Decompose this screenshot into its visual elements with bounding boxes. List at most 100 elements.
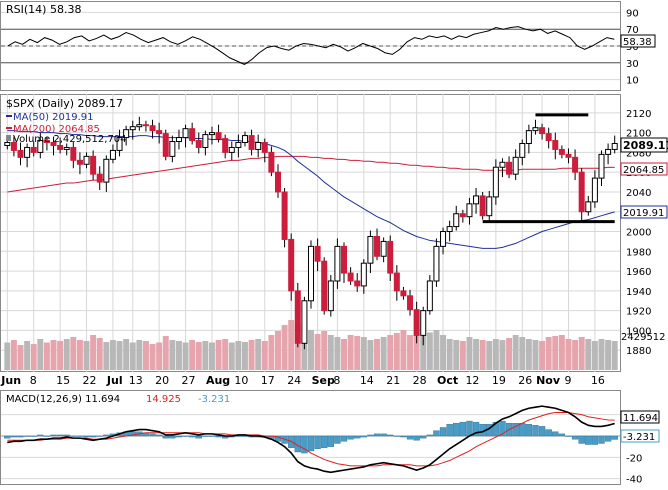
rsi-line <box>7 26 615 66</box>
macd-histogram-bar <box>367 434 374 437</box>
candle-body <box>208 132 215 136</box>
date-axis-label: 24 <box>287 374 301 387</box>
price-tick-label: 1980 <box>626 247 651 258</box>
ma50-value-box <box>620 205 668 219</box>
candle-body <box>499 161 506 168</box>
candle-body <box>525 130 532 144</box>
candle-body <box>83 155 90 165</box>
candle-body <box>552 140 559 150</box>
volume-bar <box>591 341 598 370</box>
volume-bar <box>248 340 255 370</box>
candle-body <box>611 142 618 150</box>
macd-histogram-bar <box>70 435 77 437</box>
candle-body <box>545 133 552 142</box>
candle-body <box>63 146 70 150</box>
candle-body <box>433 245 440 282</box>
date-axis-label: Nov <box>536 374 561 387</box>
candle-body <box>103 158 110 183</box>
macd-histogram-bar <box>426 434 434 437</box>
candle-body <box>400 290 407 297</box>
macd-lines <box>7 405 615 474</box>
ma50-line-group <box>7 130 615 249</box>
volume-bar <box>367 340 374 370</box>
candle-body <box>281 191 288 240</box>
candle-body <box>123 129 130 139</box>
macd-histogram-bar <box>532 425 539 437</box>
close-price-box <box>620 137 668 153</box>
candle-body <box>591 177 598 203</box>
volume-bar <box>57 341 64 370</box>
candle-body <box>407 295 414 311</box>
macd-histogram-bar <box>76 435 84 437</box>
macd-histogram-bar <box>499 420 506 437</box>
macd-histogram-bar <box>472 421 480 437</box>
volume-bar <box>407 335 414 370</box>
volume-bar <box>387 335 394 370</box>
candle-body <box>307 245 315 302</box>
volume-bar <box>605 340 612 370</box>
volume-bar <box>103 342 110 370</box>
candle-body <box>248 135 255 150</box>
price-panel: 2120210020802060204020202000198019601940… <box>0 94 668 484</box>
volume-bar <box>50 340 57 370</box>
candlesticks <box>4 116 618 350</box>
candle-body <box>96 173 103 183</box>
volume-bar <box>228 342 235 370</box>
candle-body <box>30 146 37 153</box>
macd-histogram-bar <box>235 435 242 437</box>
volume-bar <box>420 336 427 370</box>
candle-body <box>539 127 546 135</box>
volume-bar <box>215 340 222 370</box>
volume-bar <box>288 320 295 370</box>
date-axis-label: Jun <box>0 374 21 387</box>
macd-histogram-bar <box>413 435 420 441</box>
histogram-value-label: -3.231 <box>623 432 655 443</box>
volume-bar <box>123 339 130 370</box>
candle-body <box>189 128 196 142</box>
candle-body <box>506 161 513 175</box>
macd-histogram-bar <box>393 435 400 437</box>
volume-bar <box>459 341 466 370</box>
date-axis-label: 20 <box>155 374 169 387</box>
volume-bar <box>433 330 440 370</box>
price-tick-label: 1920 <box>626 307 651 318</box>
candle-body <box>129 126 136 131</box>
macd-histogram-bar <box>23 435 31 437</box>
macd-signal-line <box>7 412 615 467</box>
macd-histogram-bar <box>439 427 447 437</box>
volume-bar <box>519 337 526 370</box>
ma50-value-label: 2019.91 <box>623 208 664 219</box>
macd-histogram-bar <box>202 435 209 437</box>
candle-body <box>301 300 308 344</box>
price-panel-frame <box>0 94 621 372</box>
macd-histogram-bar <box>380 433 387 437</box>
candle-body <box>387 240 394 274</box>
price-legend: $SPX (Daily) 2089.17 MA(50) 2019.91 MA(2… <box>6 97 127 145</box>
volume-bar <box>202 341 209 370</box>
date-axis-label: 8 <box>30 374 37 387</box>
candle-body <box>519 142 526 158</box>
candle-body <box>222 138 229 153</box>
date-axis-label: 26 <box>518 374 532 387</box>
volume-bar <box>479 340 486 370</box>
candle-body <box>228 146 235 153</box>
volume-bar <box>156 342 163 370</box>
macd-histogram-bar <box>571 435 579 440</box>
macd-histogram-bar <box>129 431 136 437</box>
volume-bar <box>598 339 605 370</box>
candle-body <box>24 146 31 158</box>
price-tick-label: 1960 <box>626 267 651 278</box>
volume-bar <box>552 336 559 370</box>
date-axis-label: 19 <box>492 374 506 387</box>
candle-body <box>565 153 572 158</box>
candle-body <box>215 132 222 140</box>
volume-bar <box>76 340 83 370</box>
candle-body <box>512 156 519 175</box>
candle-body <box>479 195 486 217</box>
macd-histogram-bar <box>400 435 407 438</box>
volume-bar <box>70 337 77 370</box>
volume-bar <box>558 335 565 370</box>
rsi-panel: 9070503010 RSI(14) 58.38 58.38 <box>0 1 656 91</box>
candle-body <box>136 124 143 128</box>
macd-histogram-bar <box>598 435 605 444</box>
